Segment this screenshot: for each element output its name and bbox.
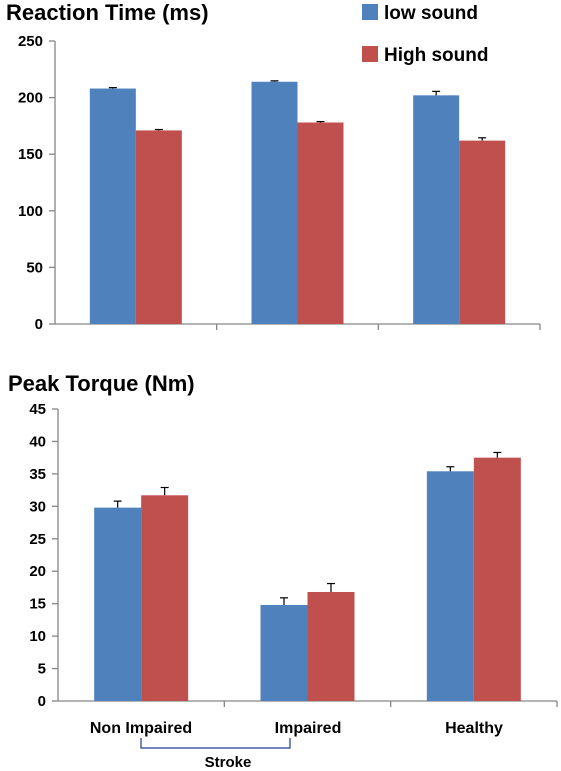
- legend-swatch-high-sound: [362, 46, 378, 62]
- bar-high-sound-non-impaired: [135, 130, 182, 324]
- category-label-impaired: Impaired: [275, 720, 342, 737]
- bar-low-sound-healthy: [426, 471, 474, 701]
- y-tick-label: 35: [29, 466, 46, 483]
- bar-high-sound-impaired: [307, 591, 355, 701]
- y-tick-label: 30: [29, 498, 46, 515]
- y-tick-label: 15: [29, 596, 46, 613]
- bar-high-sound-impaired: [297, 122, 344, 324]
- bar-low-sound-non-impaired: [89, 88, 136, 324]
- y-tick-label: 50: [26, 259, 43, 276]
- bar-low-sound-non-impaired: [94, 507, 142, 701]
- bar-high-sound-non-impaired: [141, 495, 189, 701]
- peak-torque-chart: 0 5 10 15 20 25 30 35 40 45: [29, 401, 558, 710]
- stroke-group-bracket: [140, 738, 291, 749]
- stroke-group-label: Stroke: [205, 754, 252, 771]
- legend: low sound High sound: [362, 3, 488, 66]
- chart-title-peak-torque: Peak Torque (Nm): [8, 371, 195, 396]
- y-tick-label: 0: [35, 316, 43, 333]
- y-tick-label: 45: [29, 401, 46, 418]
- y-tick-label: 10: [29, 628, 46, 645]
- legend-label-low-sound: low sound: [384, 3, 478, 24]
- y-tick-label: 5: [38, 661, 46, 678]
- y-tick-label: 100: [18, 203, 43, 220]
- y-tick-label: 150: [18, 146, 43, 163]
- legend-label-high-sound: High sound: [384, 45, 488, 66]
- y-tick-label: 25: [29, 531, 46, 548]
- y-tick-label: 40: [29, 433, 46, 450]
- y-tick-label: 200: [18, 90, 43, 107]
- y-tick-label: 20: [29, 563, 46, 580]
- y-tick-label: 0: [38, 693, 46, 710]
- reaction-time-chart: 0 50 100 150 200 250: [18, 33, 541, 333]
- y-tick-label: 250: [18, 33, 43, 50]
- category-label-healthy: Healthy: [445, 720, 503, 737]
- chart-title-reaction-time: Reaction Time (ms): [6, 0, 209, 25]
- bar-high-sound-healthy: [473, 457, 521, 701]
- bar-low-sound-healthy: [413, 95, 460, 324]
- bar-low-sound-impaired: [260, 604, 308, 701]
- category-label-non-impaired: Non Impaired: [90, 720, 192, 737]
- bar-low-sound-impaired: [251, 81, 298, 324]
- legend-swatch-low-sound: [362, 4, 378, 20]
- bar-high-sound-healthy: [459, 140, 506, 324]
